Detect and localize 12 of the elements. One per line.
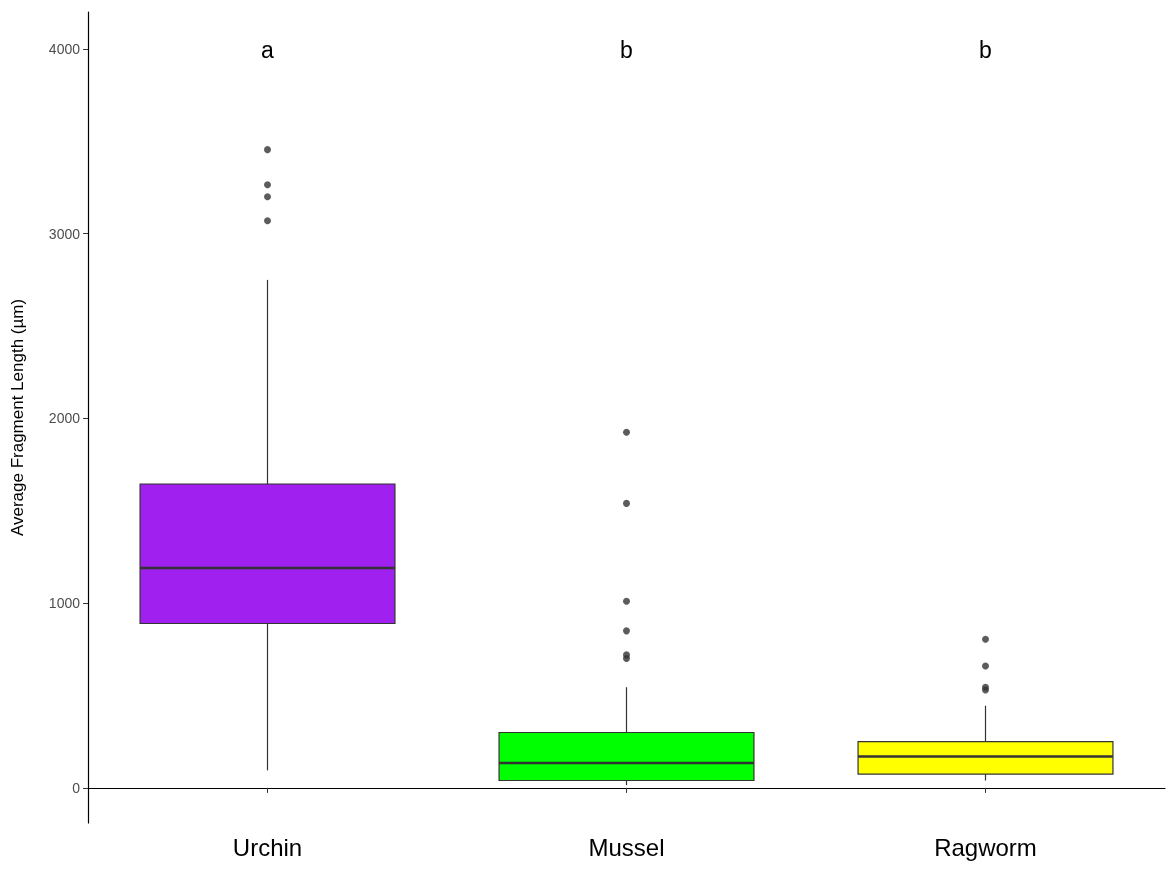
x-tick-label: Ragworm (934, 833, 1037, 861)
x-tick-label: Urchin (232, 833, 303, 861)
annotation: b (979, 37, 992, 63)
y-tick-label: 3000 (48, 225, 81, 242)
x-tick-label: Mussel (588, 833, 665, 861)
y-tick-label: 2000 (48, 410, 81, 427)
y-tick-label: 1000 (48, 595, 81, 612)
y-tick-label: 4000 (48, 40, 81, 57)
y-axis-title: Average Fragment Length (µm) (8, 298, 27, 537)
annotation: a (261, 37, 275, 63)
annotation: b (620, 37, 633, 63)
y-tick-label: 0 (72, 779, 81, 796)
